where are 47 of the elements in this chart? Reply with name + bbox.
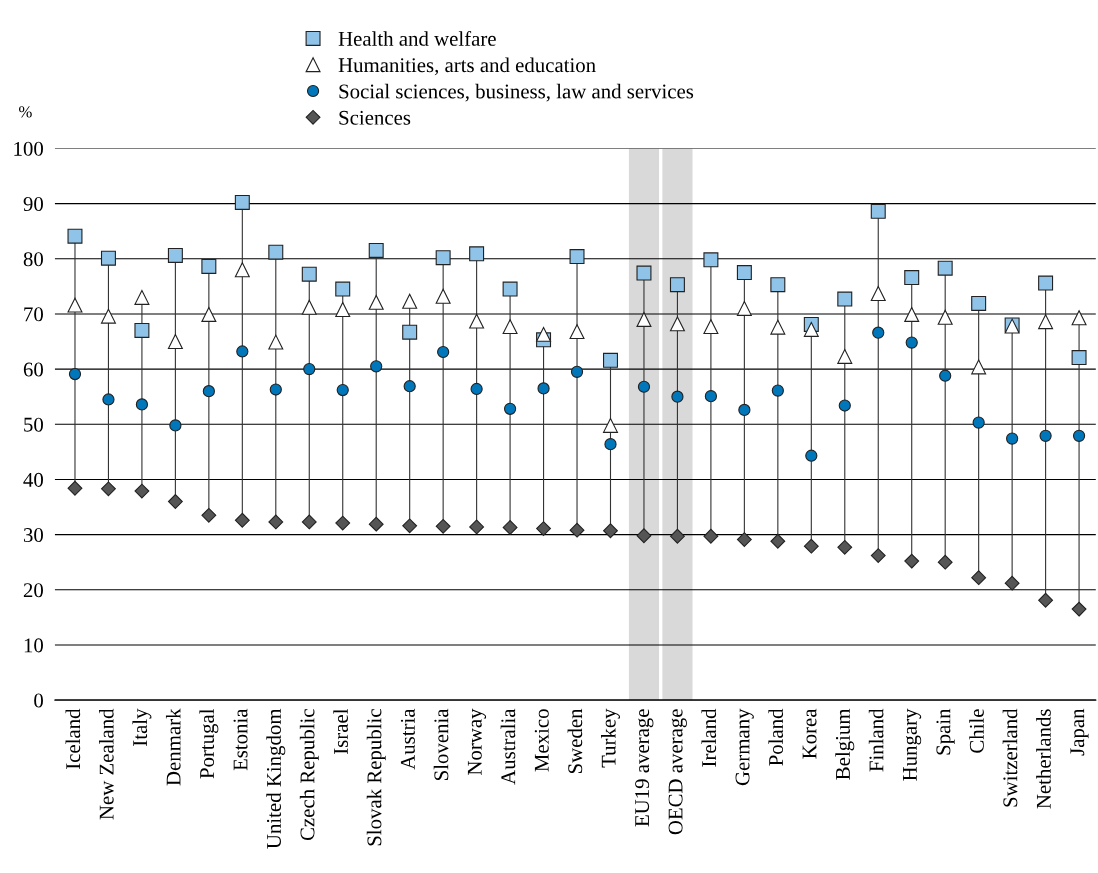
x-tick-label: Finland bbox=[868, 708, 884, 772]
x-tick-label: Slovak Republic bbox=[366, 709, 386, 846]
x-tick-label: Iceland bbox=[65, 708, 81, 770]
x-tick-label: Denmark bbox=[165, 708, 181, 786]
x-tick-label: Czech Republic bbox=[299, 709, 319, 841]
x-tick-label: Belgium bbox=[835, 708, 855, 780]
y-tick-label: 20 bbox=[23, 583, 43, 598]
y-tick-label: 80 bbox=[23, 252, 43, 267]
x-tick-label: Turkey bbox=[601, 708, 620, 768]
y-tick-label: 10 bbox=[24, 638, 43, 653]
legend-label: Health and welfare bbox=[338, 31, 496, 46]
x-tick-label: Norway bbox=[467, 708, 487, 775]
y-axis-title: % bbox=[19, 106, 32, 118]
y-tick-label: 30 bbox=[23, 528, 43, 543]
x-tick-label: Ireland bbox=[701, 708, 717, 767]
x-tick-label: Portugal bbox=[199, 708, 219, 779]
x-tick-label: Switzerland bbox=[1002, 708, 1018, 807]
x-tick-label: Slovenia bbox=[433, 708, 449, 780]
x-tick-label: New Zealand bbox=[99, 708, 114, 820]
x-tick-label: Japan bbox=[1070, 708, 1089, 756]
legend-label: Humanities, arts and education bbox=[338, 57, 596, 76]
x-tick-label: Chile bbox=[969, 709, 984, 753]
x-tick-label: Hungary bbox=[903, 708, 922, 781]
x-tick-label: EU19 average bbox=[635, 709, 654, 827]
x-tick-label: Spain bbox=[936, 708, 955, 755]
x-tick-label: OECD average bbox=[668, 709, 687, 835]
y-tick-label: 0 bbox=[34, 693, 43, 708]
y-tick-label: 60 bbox=[23, 362, 43, 377]
x-tick-label: Estonia bbox=[233, 708, 248, 771]
x-tick-label: Australia bbox=[500, 708, 516, 785]
x-tick-label: Poland bbox=[768, 708, 784, 766]
x-tick-label: Netherlands bbox=[1036, 709, 1051, 809]
x-tick-label: Mexico bbox=[534, 709, 549, 772]
y-tick-label: 40 bbox=[23, 472, 43, 487]
x-tick-label: Germany bbox=[735, 708, 754, 786]
x-tick-label: Italy bbox=[132, 708, 152, 746]
y-tick-label: 50 bbox=[24, 417, 43, 432]
x-tick-label: Austria bbox=[400, 708, 415, 770]
x-tick-label: Israel bbox=[333, 708, 348, 754]
x-tick-label: Korea bbox=[802, 708, 817, 759]
x-tick-label: Sweden bbox=[567, 708, 583, 774]
legend-label: Social sciences, business, law and services bbox=[339, 83, 694, 102]
y-tick-label: 90 bbox=[23, 196, 43, 212]
legend-label: Sciences bbox=[339, 110, 411, 125]
x-tick-label: United Kingdom bbox=[266, 708, 286, 849]
y-tick-label: 100 bbox=[14, 141, 43, 156]
y-tick-label: 70 bbox=[24, 307, 43, 322]
